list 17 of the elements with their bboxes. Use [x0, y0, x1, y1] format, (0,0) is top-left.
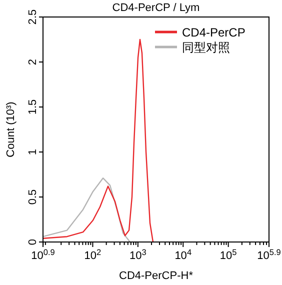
y-tick-label: 1.5 — [27, 99, 39, 115]
x-tick-label: 10$^{5}$ — [220, 248, 238, 262]
y-tick-label: 2 — [27, 58, 39, 66]
x-tick-label: 10$^{3}$ — [130, 248, 147, 262]
y-tick-label: 1 — [27, 148, 39, 156]
x-tick-label: 10$^{5.9}$ — [257, 248, 282, 262]
x-tick-label: 10$^{4}$ — [174, 248, 192, 262]
x-tick-label: 10$^{0.9}$ — [31, 248, 56, 262]
y-tick-label: 0 — [27, 238, 39, 246]
legend-label: 同型对照 — [182, 40, 230, 54]
y-tick-label: 0.5 — [27, 189, 39, 205]
legend-label: CD4-PerCP — [182, 26, 246, 40]
x-axis-title: CD4-PerCP-H* — [119, 270, 194, 282]
y-tick-label: 2.5 — [27, 9, 39, 25]
y-axis-title: Count (10³) — [5, 102, 17, 158]
x-tick-label: 10$^{2}$ — [84, 248, 102, 262]
chart-title: CD4-PerCP / Lym — [112, 2, 200, 14]
